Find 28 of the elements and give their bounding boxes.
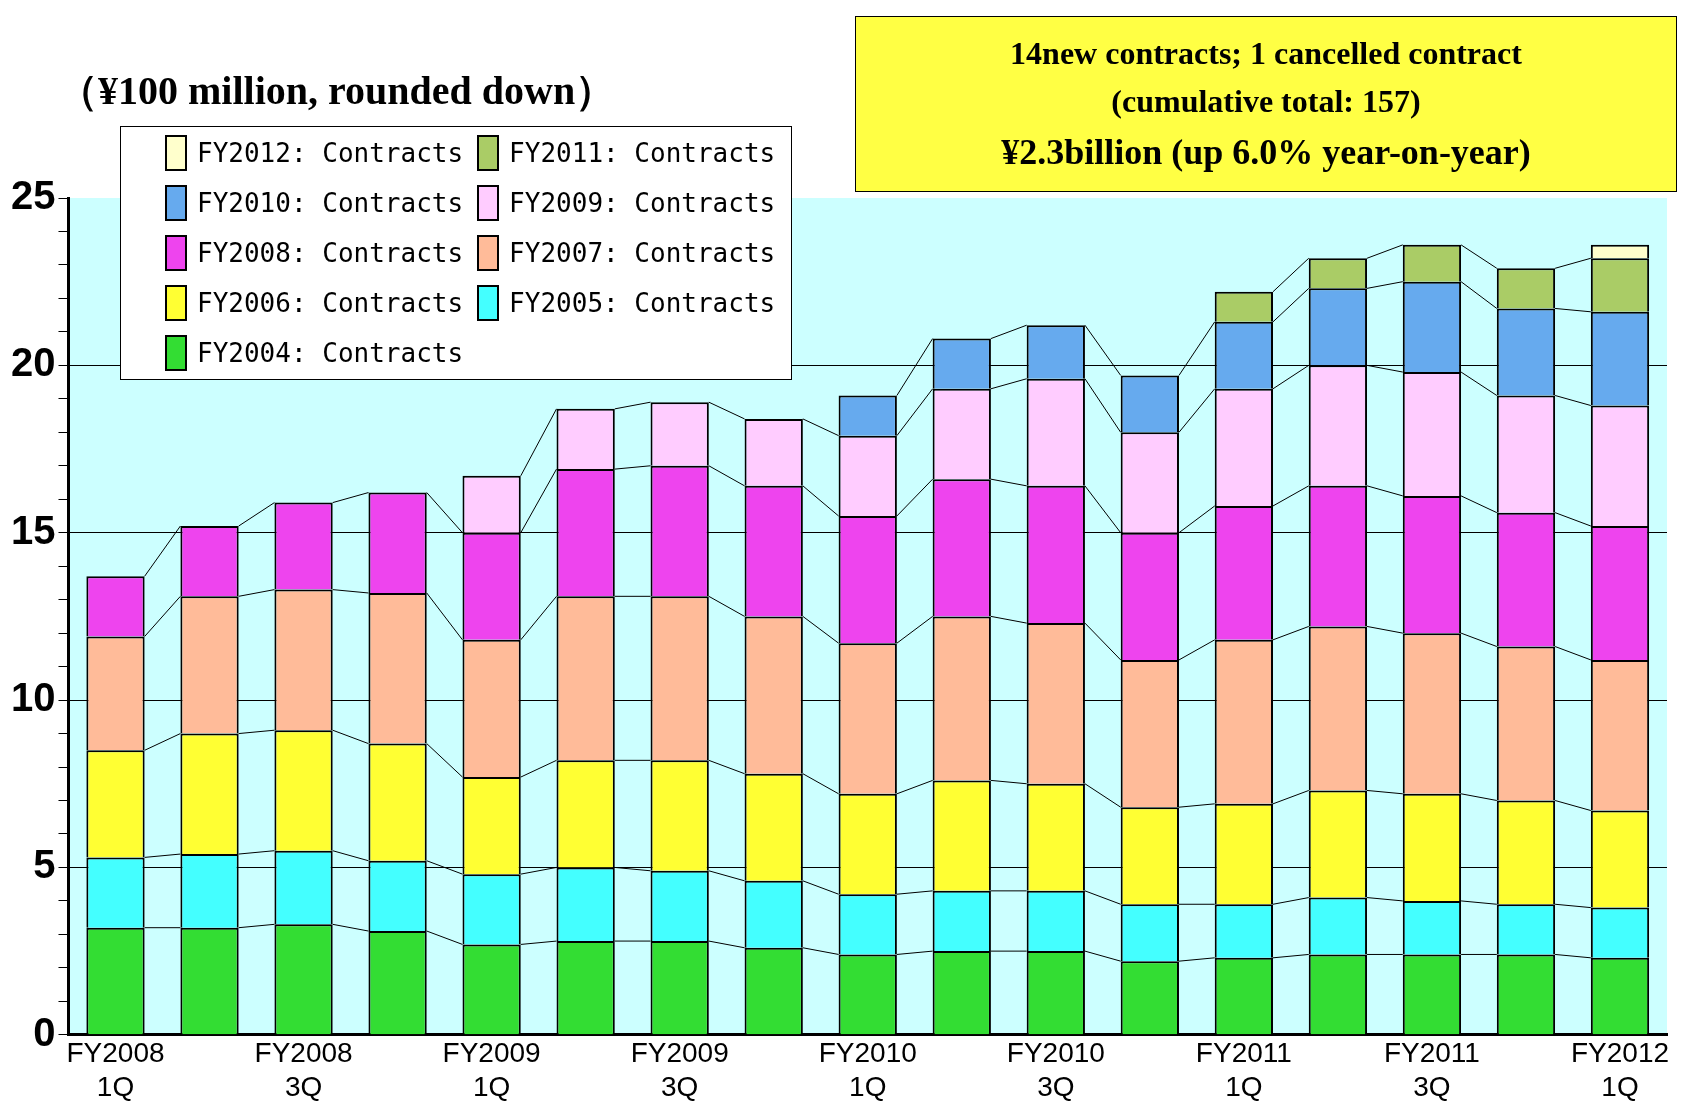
y-tick-label: 10 bbox=[10, 675, 56, 720]
legend-label: FY2006: Contracts bbox=[197, 288, 464, 318]
x-tick-label: FY2012 1Q bbox=[1570, 1037, 1670, 1102]
x-tick-label: FY2010 1Q bbox=[818, 1037, 917, 1102]
x-tick-label: FY2008 1Q bbox=[66, 1037, 165, 1102]
x-tick-label: FY2010 3Q bbox=[1006, 1037, 1105, 1102]
legend-label: FY2010: Contracts bbox=[197, 188, 464, 218]
x-tick-label: FY2009 3Q bbox=[630, 1037, 729, 1102]
y-tick-label: 25 bbox=[10, 173, 56, 218]
y-tick-label: 20 bbox=[10, 340, 56, 385]
text: ¥2.3billion (up 6.0% year-on-year) bbox=[1000, 131, 1532, 174]
legend-label: FY2007: Contracts bbox=[509, 238, 776, 268]
x-tick-label: FY2009 1Q bbox=[442, 1037, 541, 1102]
y-tick-label: 15 bbox=[10, 507, 56, 552]
legend-label: FY2004: Contracts bbox=[197, 338, 464, 368]
legend-label: FY2009: Contracts bbox=[509, 188, 776, 218]
text: (cumulative total: 157) bbox=[1110, 82, 1422, 121]
legend-label: FY2008: Contracts bbox=[197, 238, 464, 268]
legend-label: FY2005: Contracts bbox=[509, 288, 776, 318]
y-tick-label: 0 bbox=[33, 1009, 56, 1054]
y-tick-label: 5 bbox=[33, 842, 56, 887]
y-axis-title: （¥100 million, rounded down） bbox=[58, 67, 616, 115]
text: 14new contracts; 1 cancelled contract bbox=[1009, 34, 1523, 73]
x-tick-label: FY2008 3Q bbox=[254, 1037, 353, 1102]
legend-label: FY2012: Contracts bbox=[197, 138, 464, 168]
x-tick-label: FY2011 3Q bbox=[1383, 1037, 1480, 1102]
x-tick-label: FY2011 1Q bbox=[1195, 1037, 1292, 1102]
legend-label: FY2011: Contracts bbox=[509, 138, 776, 168]
